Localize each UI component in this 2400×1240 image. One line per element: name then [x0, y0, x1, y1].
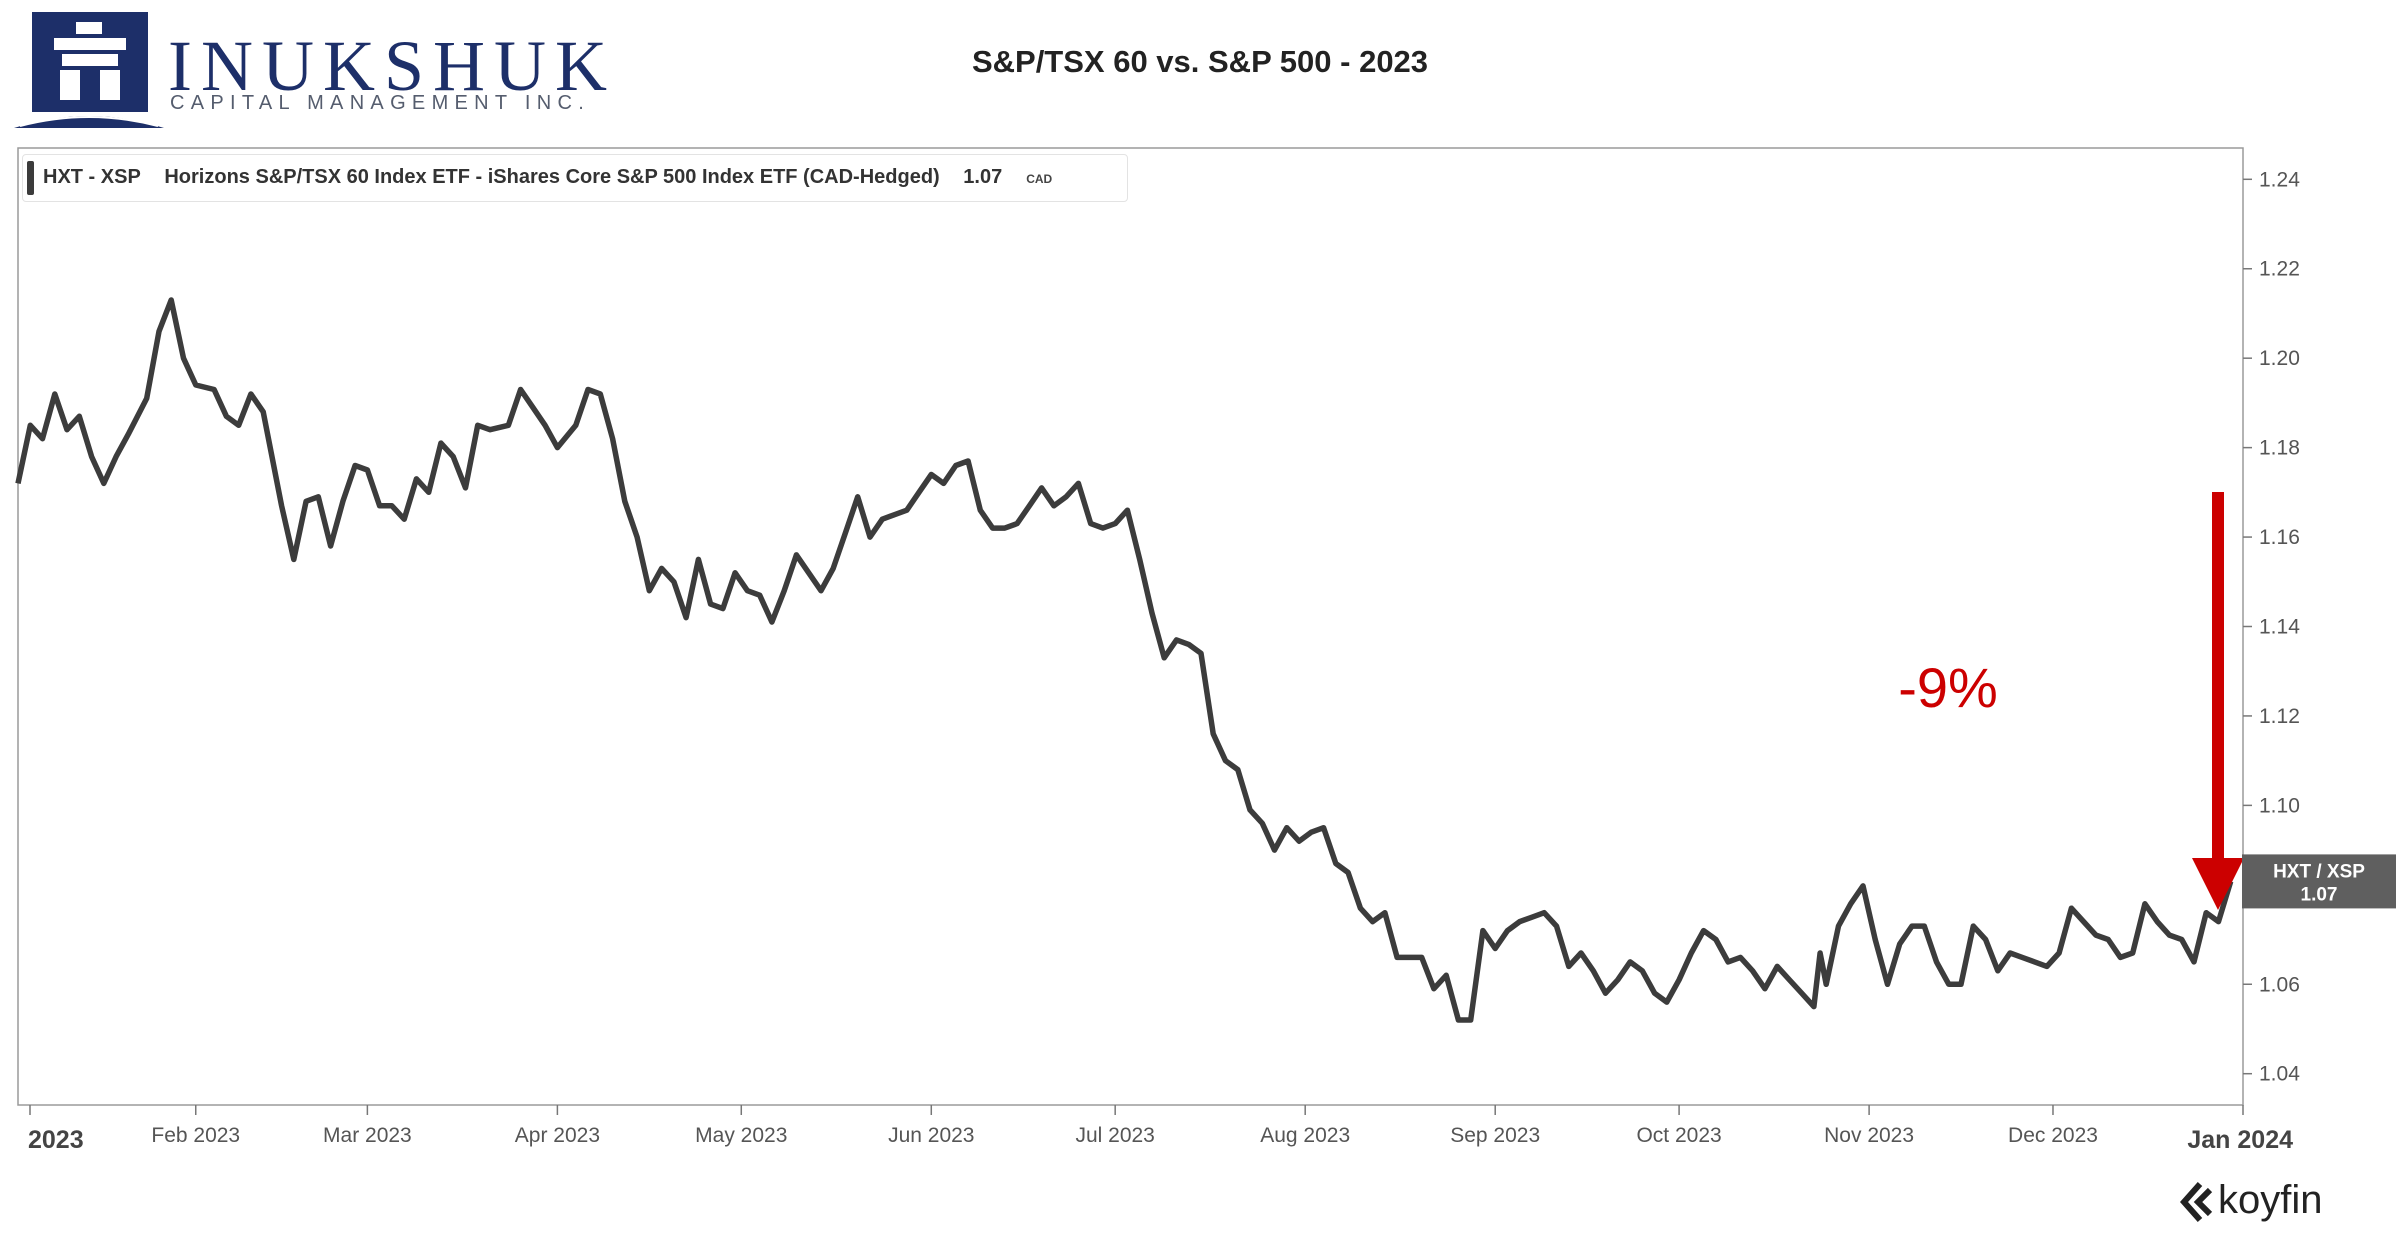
- y-tick-label: 1.06: [2259, 973, 2300, 996]
- x-tick-label: May 2023: [695, 1124, 787, 1147]
- x-tick-label: Aug 2023: [1260, 1124, 1350, 1147]
- logo-wordmark: INUKSHUK: [168, 26, 616, 106]
- decline-arrow-head: [2192, 858, 2244, 910]
- legend-unit: CAD: [1026, 172, 1053, 186]
- y-tick-label: 1.14: [2259, 616, 2300, 639]
- x-tick-label: Feb 2023: [151, 1124, 240, 1147]
- koyfin-wordmark: koyfin: [2218, 1178, 2323, 1222]
- plot-frame: [17, 147, 2244, 1106]
- y-tick-label: 1.20: [2259, 347, 2300, 370]
- x-tick-label: Nov 2023: [1824, 1124, 1914, 1147]
- x-tick-label: Apr 2023: [515, 1124, 600, 1147]
- price-tag-value: 1.07: [2301, 884, 2338, 905]
- logo-subtitle: CAPITAL MANAGEMENT INC.: [170, 92, 591, 114]
- chart-legend[interactable]: HXT - XSP Horizons S&P/TSX 60 Index ETF …: [22, 154, 1128, 202]
- company-logo: INUKSHUK CAPITAL MANAGEMENT INC.: [14, 12, 607, 130]
- y-tick-label: 1.12: [2259, 705, 2300, 728]
- x-tick-label: Jan 2024: [2187, 1126, 2293, 1154]
- inukshuk-logo-icon: [14, 12, 164, 128]
- y-tick-label: 1.16: [2259, 526, 2300, 549]
- legend-description: Horizons S&P/TSX 60 Index ETF - iShares …: [164, 166, 940, 188]
- y-tick-label: 1.22: [2259, 258, 2300, 281]
- x-tick-label: Dec 2023: [2008, 1124, 2098, 1147]
- x-tick-label: Jul 2023: [1075, 1124, 1154, 1147]
- koyfin-brand: koyfin: [2180, 1176, 2380, 1226]
- legend-ticker: HXT - XSP: [43, 166, 141, 188]
- price-tag-box: [2242, 854, 2396, 909]
- x-tick-label: Jun 2023: [888, 1124, 974, 1147]
- price-tag-label: HXT / XSP: [2273, 861, 2365, 882]
- legend-color-swatch: [27, 161, 34, 195]
- y-tick-label: 1.18: [2259, 437, 2300, 460]
- decline-annotation-label: -9%: [1898, 656, 1998, 719]
- x-tick-label: Sep 2023: [1450, 1124, 1540, 1147]
- y-tick-label: 1.10: [2259, 794, 2300, 817]
- x-tick-label: Mar 2023: [323, 1124, 412, 1147]
- y-tick-label: 1.04: [2259, 1063, 2300, 1086]
- legend-value: 1.07: [963, 166, 1003, 188]
- series-line-hxt-xsp: [15, 297, 2234, 1023]
- x-tick-label: Oct 2023: [1636, 1124, 1721, 1147]
- x-tick-label: 2023: [28, 1126, 84, 1154]
- chart-title: S&P/TSX 60 vs. S&P 500 - 2023: [971, 44, 1429, 79]
- koyfin-logo-icon: [2180, 1182, 2213, 1222]
- y-tick-label: 1.24: [2259, 168, 2300, 191]
